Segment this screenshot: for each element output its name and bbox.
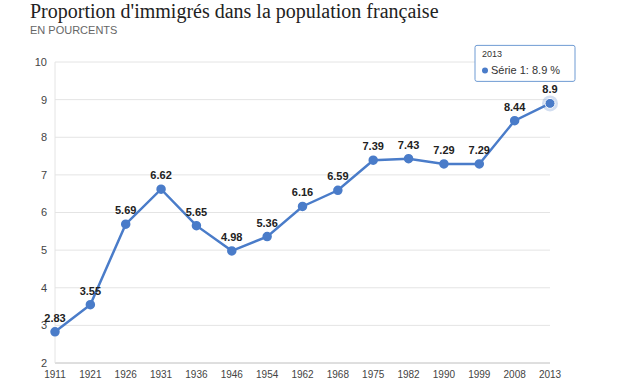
svg-text:2: 2 — [41, 357, 47, 369]
svg-text:7.39: 7.39 — [363, 140, 384, 152]
svg-text:4: 4 — [41, 282, 47, 294]
svg-text:6.62: 6.62 — [150, 169, 171, 181]
svg-text:1968: 1968 — [327, 369, 350, 380]
svg-text:5.36: 5.36 — [256, 217, 277, 229]
svg-text:1982: 1982 — [397, 369, 420, 380]
svg-text:8: 8 — [41, 131, 47, 143]
svg-text:7.29: 7.29 — [469, 144, 490, 156]
svg-text:3.55: 3.55 — [80, 285, 101, 297]
svg-text:Série 1: 8.9 %: Série 1: 8.9 % — [491, 64, 560, 76]
svg-text:4.98: 4.98 — [221, 231, 242, 243]
svg-text:7: 7 — [41, 169, 47, 181]
svg-text:10: 10 — [35, 56, 47, 68]
svg-text:6: 6 — [41, 206, 47, 218]
svg-text:1931: 1931 — [150, 369, 173, 380]
svg-text:1975: 1975 — [362, 369, 385, 380]
svg-text:1911: 1911 — [44, 369, 66, 380]
svg-text:2008: 2008 — [504, 369, 527, 380]
svg-text:8.9: 8.9 — [542, 83, 557, 95]
svg-text:5.69: 5.69 — [115, 204, 136, 216]
svg-text:1990: 1990 — [433, 369, 456, 380]
svg-text:5: 5 — [41, 244, 47, 256]
svg-text:2.83: 2.83 — [44, 312, 65, 324]
svg-text:3: 3 — [40, 319, 47, 332]
svg-text:1962: 1962 — [291, 369, 314, 380]
html-text:EN POURCENTS: EN POURCENTS — [30, 24, 118, 36]
svg-text:6.59: 6.59 — [327, 170, 348, 182]
svg-text:9: 9 — [41, 94, 47, 106]
svg-text:6.16: 6.16 — [292, 186, 313, 198]
svg-text:2013: 2013 — [482, 49, 502, 59]
svg-text:5.65: 5.65 — [186, 206, 207, 218]
svg-text:2013: 2013 — [539, 369, 562, 380]
svg-text:1921: 1921 — [79, 369, 102, 380]
svg-text:1936: 1936 — [185, 369, 208, 380]
html-text:Proportion d'immigrés dans la: Proportion d'immigrés dans la population… — [30, 0, 439, 22]
svg-text:8.44: 8.44 — [504, 101, 526, 113]
svg-text:7.29: 7.29 — [433, 144, 454, 156]
svg-text:1954: 1954 — [256, 369, 279, 380]
svg-text:1926: 1926 — [115, 369, 138, 380]
svg-text:7.43: 7.43 — [398, 139, 419, 151]
svg-text:1999: 1999 — [468, 369, 491, 380]
svg-text:1946: 1946 — [221, 369, 244, 380]
